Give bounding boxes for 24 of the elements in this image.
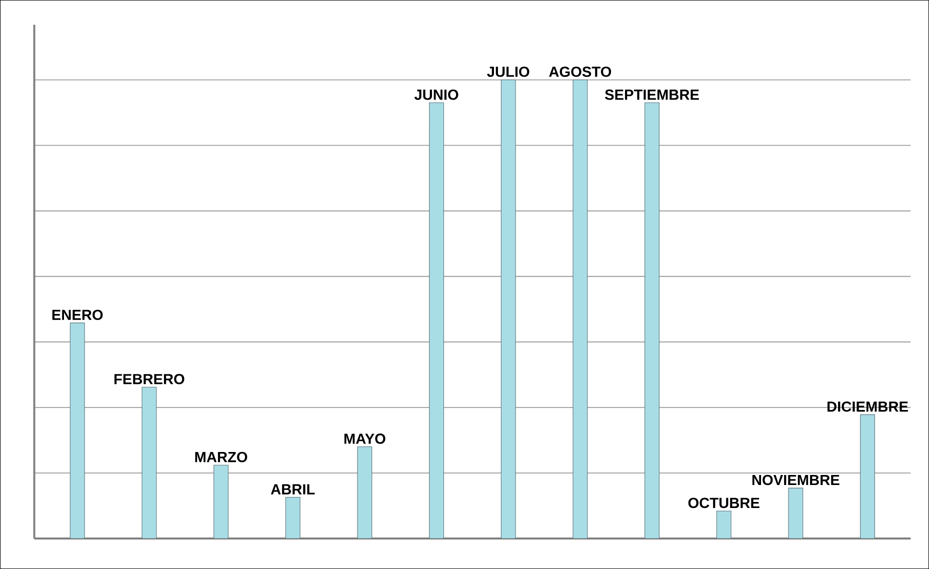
- x-tick-label: SEPTIEMBRE: [604, 90, 699, 100]
- x-tick-label: AGOSTO: [549, 66, 612, 77]
- x-tick-label: MAYO: [344, 434, 386, 444]
- bar: [70, 322, 85, 539]
- bar: [500, 80, 516, 539]
- bar: [285, 496, 300, 539]
- bar: [788, 488, 804, 539]
- bar: [860, 414, 875, 539]
- x-tick-label: JULIO: [487, 66, 530, 77]
- bar: [214, 464, 228, 539]
- bar: [429, 102, 444, 539]
- x-tick-label: MARZO: [195, 452, 248, 462]
- bar: [357, 446, 372, 539]
- x-tick-label: NOVIEMBRE: [752, 474, 840, 486]
- bar: [572, 80, 588, 539]
- x-tick-label: DICIEMBRE: [828, 401, 908, 412]
- x-tick-label: JUNIO: [414, 90, 458, 100]
- x-tick-label: OCTUBRE: [688, 498, 760, 508]
- bar: [142, 386, 157, 539]
- bar: [716, 510, 732, 539]
- bar: [644, 102, 660, 539]
- x-tick-label: FEBRERO: [114, 374, 184, 384]
- x-tick-label: ENERO: [52, 310, 103, 320]
- x-tick-label: ABRIL: [270, 484, 315, 494]
